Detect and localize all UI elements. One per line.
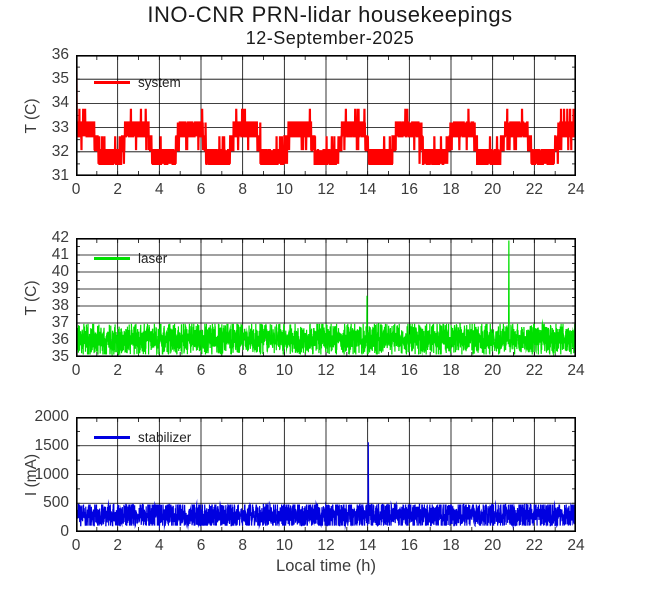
x-tick-label: 22 xyxy=(525,537,543,554)
y-tick-label: 1000 xyxy=(34,465,69,483)
x-tick-label: 10 xyxy=(275,362,293,379)
x-tick-label: 6 xyxy=(196,537,206,554)
x-tick-label: 14 xyxy=(359,181,377,198)
legend-label-stabilizer: stabilizer xyxy=(138,429,192,445)
page-subtitle: 12-September-2025 xyxy=(245,28,415,48)
x-tick-label: 22 xyxy=(525,181,543,198)
x-tick-label: 6 xyxy=(196,362,206,379)
x-tick-label: 6 xyxy=(196,181,206,198)
y-axis-label-system: T (C) xyxy=(23,97,40,134)
x-tick-label: 4 xyxy=(155,181,164,198)
y-tick-label: 0 xyxy=(60,523,69,540)
legend-line-stabilizer xyxy=(94,435,130,439)
y-tick-label: 35 xyxy=(51,70,69,88)
x-tick-label: 24 xyxy=(567,181,585,198)
x-tick-label: 20 xyxy=(484,181,502,198)
x-tick-label: 12 xyxy=(317,362,335,379)
y-tick-label: 31 xyxy=(51,167,69,184)
x-tick-label: 8 xyxy=(238,181,247,198)
x-tick-label: 12 xyxy=(317,537,335,554)
legend-stabilizer: stabilizer xyxy=(94,429,192,445)
x-tick-label: 8 xyxy=(238,362,247,379)
legend-label-laser: laser xyxy=(138,250,168,266)
legend-laser: laser xyxy=(94,250,168,266)
y-tick-label: 42 xyxy=(51,229,69,246)
x-tick-label: 16 xyxy=(400,181,418,198)
x-tick-label: 4 xyxy=(155,362,164,379)
x-tick-label: 0 xyxy=(71,181,81,198)
x-tick-label: 24 xyxy=(567,537,585,554)
y-tick-label: 38 xyxy=(51,297,69,314)
x-axis-label: Local time (h) xyxy=(276,557,376,575)
y-tick-label: 34 xyxy=(51,94,69,112)
y-tick-label: 36 xyxy=(51,46,69,63)
x-tick-label: 16 xyxy=(400,362,418,379)
y-tick-label: 41 xyxy=(51,246,69,263)
legend-label-system: system xyxy=(138,74,181,90)
x-tick-label: 0 xyxy=(71,537,81,554)
y-tick-label: 35 xyxy=(51,348,69,365)
y-tick-label: 33 xyxy=(51,118,69,136)
x-tick-label: 10 xyxy=(275,181,293,198)
x-tick-label: 18 xyxy=(442,181,460,198)
plot-canvas-system xyxy=(76,55,576,176)
chart-laser-temperature: T (C) laser 0 2 4 6 8 10 12 14 16 18 20 22 24 35 36 37 3… xyxy=(23,229,585,379)
x-tick-label: 20 xyxy=(484,362,502,379)
x-tick-label: 10 xyxy=(275,537,293,554)
x-tick-label: 8 xyxy=(238,537,247,554)
legend-line-laser xyxy=(94,256,130,260)
x-tick-label: 20 xyxy=(484,537,502,554)
y-tick-label: 500 xyxy=(43,494,69,512)
x-tick-label: 0 xyxy=(71,362,81,379)
plot-canvas-laser xyxy=(76,238,576,357)
x-tick-label: 16 xyxy=(400,537,418,554)
x-tick-label: 18 xyxy=(442,537,460,554)
x-tick-label: 14 xyxy=(359,537,377,554)
plot-canvas-stabilizer xyxy=(76,417,576,532)
y-tick-label: 2000 xyxy=(34,408,69,425)
x-tick-label: 2 xyxy=(113,181,122,198)
x-tick-label: 2 xyxy=(113,362,122,379)
y-tick-label: 40 xyxy=(51,263,69,280)
chart-system-temperature: T (C) system 0 2 4 6 8 10 12 14 16 18 20 22 24 31 32 33… xyxy=(23,46,585,198)
y-tick-label: 39 xyxy=(51,280,69,297)
y-axis-label-laser: T (C) xyxy=(23,279,40,316)
legend-line-system xyxy=(94,80,130,84)
x-tick-label: 24 xyxy=(567,362,585,379)
x-tick-label: 2 xyxy=(113,537,122,554)
x-tick-label: 4 xyxy=(155,537,164,554)
x-tick-label: 22 xyxy=(525,362,543,379)
legend-system: system xyxy=(94,74,181,90)
y-tick-label: 1500 xyxy=(34,436,69,454)
y-tick-label: 36 xyxy=(51,331,69,348)
page-title: INO-CNR PRN-lidar housekeepings xyxy=(147,2,513,27)
x-tick-label: 14 xyxy=(359,362,377,379)
x-tick-label: 12 xyxy=(317,181,335,198)
chart-stabilizer-current: I (mA) stabilizer 0 2 4 6 8 10 12 14 16 18 20 22 24 0… xyxy=(23,408,585,554)
x-tick-label: 18 xyxy=(442,362,460,379)
y-tick-label: 32 xyxy=(51,142,69,160)
y-tick-label: 37 xyxy=(51,314,69,331)
